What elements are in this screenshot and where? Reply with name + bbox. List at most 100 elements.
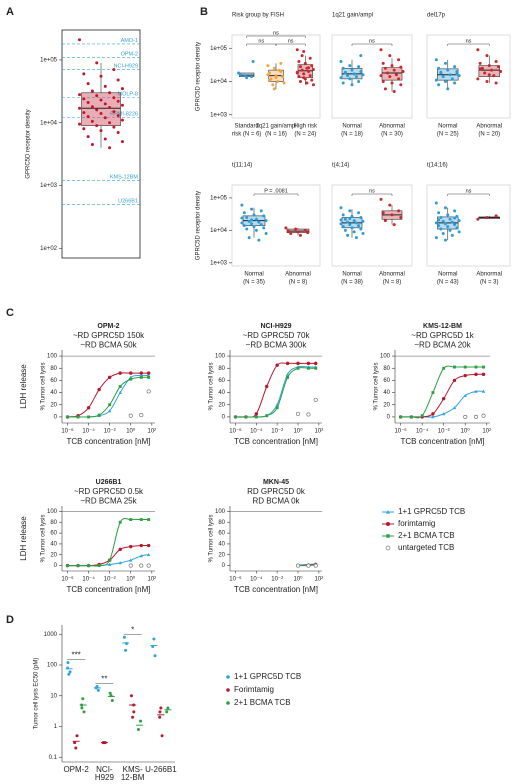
point xyxy=(434,201,438,205)
point xyxy=(476,77,480,81)
marker xyxy=(463,373,467,378)
point xyxy=(116,78,120,82)
point xyxy=(311,83,315,87)
point xyxy=(264,219,268,223)
point xyxy=(78,38,82,42)
point xyxy=(302,76,306,80)
marker xyxy=(152,637,156,641)
marker xyxy=(285,372,290,376)
point xyxy=(274,74,278,78)
plot-frame xyxy=(231,184,321,267)
point xyxy=(399,83,403,87)
point xyxy=(257,238,261,242)
marker xyxy=(139,375,143,379)
x-tick-label: Normal xyxy=(438,124,457,130)
y-tick-label: 40 xyxy=(218,390,225,396)
marker xyxy=(146,553,151,557)
marker xyxy=(131,715,135,719)
subplot-title: 1q21 gain/ampl xyxy=(332,13,373,19)
point xyxy=(354,236,358,240)
subplot-subtitle: RD BCMA 0k xyxy=(252,497,300,506)
point xyxy=(359,69,363,73)
point xyxy=(298,233,302,237)
marker xyxy=(108,691,112,695)
point xyxy=(437,83,441,87)
marker xyxy=(474,372,478,377)
point xyxy=(280,75,284,79)
marker xyxy=(314,361,318,366)
y-tick-label: 1e+02 xyxy=(40,246,58,252)
bracket xyxy=(253,193,299,196)
point xyxy=(311,67,315,71)
point xyxy=(103,102,107,106)
marker xyxy=(265,384,269,389)
marker xyxy=(66,415,69,419)
point xyxy=(397,58,401,62)
marker xyxy=(285,361,290,366)
point xyxy=(295,48,299,52)
point xyxy=(303,61,307,65)
subplot-subtitle: ~RD GPRC5D 70k xyxy=(243,331,311,340)
marker xyxy=(139,518,143,521)
point xyxy=(242,211,246,215)
x-tick-label: 10⁻⁶ xyxy=(61,428,74,435)
point xyxy=(386,71,390,75)
point xyxy=(103,84,107,88)
bracket-label: P = .0081 xyxy=(264,188,288,194)
marker xyxy=(453,365,456,369)
bracket xyxy=(447,43,490,46)
x-tick-label: Standard xyxy=(234,124,258,130)
point xyxy=(310,64,314,68)
point xyxy=(272,87,276,91)
x-axis-label: TCB concentration [nM] xyxy=(400,437,484,446)
x-tick-label: (N = 18) xyxy=(341,132,363,138)
point xyxy=(343,217,347,221)
marker xyxy=(128,413,133,418)
marker xyxy=(474,389,478,393)
point xyxy=(437,218,441,222)
marker xyxy=(118,520,122,524)
point xyxy=(99,74,103,78)
point xyxy=(108,105,112,109)
y-tick-label: 20 xyxy=(50,402,57,408)
marker xyxy=(296,361,300,366)
marker xyxy=(265,414,269,418)
point xyxy=(82,72,86,76)
x-tick-label: U-266B1 xyxy=(145,765,177,774)
bracket-label: ns xyxy=(288,38,294,44)
bracket xyxy=(351,193,393,196)
point xyxy=(99,98,103,102)
point xyxy=(359,54,363,58)
marker xyxy=(107,375,112,380)
point xyxy=(437,66,441,70)
bracket-label: ns xyxy=(466,38,472,44)
marker xyxy=(125,642,129,646)
point xyxy=(295,70,299,74)
marker xyxy=(86,406,91,410)
x-tick-label: 10⁻⁶ xyxy=(394,428,407,435)
x-tick-label: 10⁰ xyxy=(126,428,136,435)
point xyxy=(485,215,489,219)
point xyxy=(348,209,352,213)
y-tick-label: 1e+05 xyxy=(40,58,58,64)
point xyxy=(339,218,343,222)
point xyxy=(343,228,347,232)
point xyxy=(82,127,86,131)
bracket xyxy=(246,35,306,38)
point xyxy=(453,223,457,227)
marker xyxy=(409,415,413,419)
x-tick-label: Abnormal xyxy=(476,124,502,130)
point xyxy=(90,142,94,146)
point xyxy=(300,68,304,72)
point xyxy=(99,129,103,133)
significance: *** xyxy=(71,651,80,660)
point xyxy=(266,64,270,68)
point xyxy=(303,228,307,232)
point xyxy=(446,87,450,91)
point xyxy=(245,215,249,219)
x-tick-label: (N = 8) xyxy=(289,280,308,286)
x-tick-label: 10⁻² xyxy=(438,429,450,435)
point xyxy=(379,48,383,52)
y-tick-label: 100 xyxy=(47,354,58,360)
x-tick-label: Abnormal xyxy=(379,124,405,130)
